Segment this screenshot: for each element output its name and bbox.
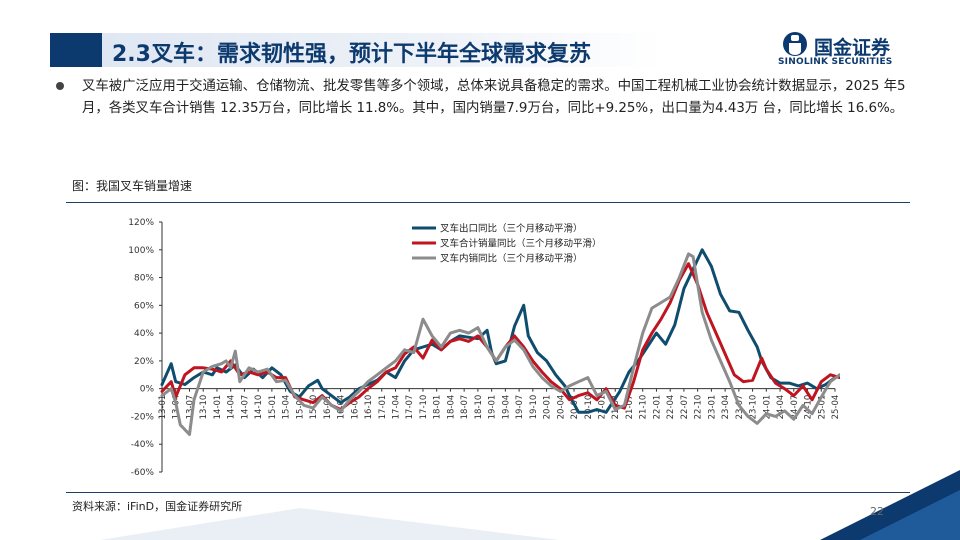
x-tick-label: 15-04 — [282, 395, 292, 420]
x-tick-label: 23-10 — [749, 395, 759, 420]
x-tick-label: 20-01 — [543, 395, 553, 420]
sinolink-logo-icon — [783, 32, 807, 56]
x-tick-label: 15-01 — [268, 395, 278, 420]
x-tick-label: 22-01 — [652, 395, 662, 420]
x-tick-label: 14-04 — [227, 395, 237, 420]
body-paragraph: 叉车被广泛应用于交通运输、仓储物流、批发零售等多个领域，总体来说具备稳定的需求。… — [82, 79, 906, 116]
x-tick-label: 21-07 — [625, 395, 635, 420]
x-tick-label: 22-10 — [694, 395, 704, 420]
y-tick-label: 120% — [128, 218, 154, 228]
logo-text-cn: 国金证券 — [814, 37, 891, 59]
x-tick-label: 16-01 — [323, 395, 333, 420]
page-number: 22 — [870, 505, 884, 518]
legend-label-3: 叉车内销同比（三个月移动平滑） — [440, 253, 583, 265]
y-tick-label: -60% — [131, 468, 155, 478]
x-tick-label: 16-10 — [364, 395, 374, 420]
sales-growth-line-chart: -60% -40% -20% 0% 20% 40% 60% 80% 100% 120% 13-01 1… — [128, 218, 840, 478]
x-tick-label: 17-04 — [391, 395, 401, 420]
figure-caption: 图：我国叉车销量增速 — [72, 179, 193, 193]
x-tick-label: 25-01 — [817, 395, 827, 420]
legend-label-2: 叉车合计销量同比（三个月移动平滑） — [440, 238, 602, 250]
x-tick-label: 25-04 — [831, 395, 840, 420]
x-tick-label: 24-01 — [762, 395, 772, 420]
x-tick-label: 22-04 — [666, 395, 676, 420]
y-tick-label: 100% — [128, 246, 154, 256]
x-tick-label: 17-07 — [405, 395, 415, 420]
company-logo: 国金证券 SINOLINK SECURITIES — [778, 31, 948, 71]
x-tick-label: 24-04 — [776, 395, 786, 420]
x-tick-label: 19-07 — [515, 395, 525, 420]
chart-axes: -60% -40% -20% 0% 20% 40% 60% 80% 100% 120% 13-01 1… — [128, 218, 840, 478]
chart-series — [160, 248, 840, 436]
x-tick-label: 21-01 — [598, 395, 608, 420]
x-tick-label: 19-01 — [488, 395, 498, 420]
title-band — [102, 33, 662, 67]
title-accent-block — [50, 33, 102, 67]
x-tick-label: 19-10 — [529, 395, 539, 420]
x-tick-label: 18-07 — [460, 395, 470, 420]
chart-legend: 叉车出口同比（三个月移动平滑） 叉车合计销量同比（三个月移动平滑） 叉车内销同比（三… — [412, 223, 602, 265]
y-tick-label: -40% — [131, 440, 155, 450]
y-tick-label: 40% — [134, 329, 154, 339]
y-tick-label: 60% — [134, 301, 154, 311]
series-line-2 — [160, 262, 840, 411]
logo-text-en: SINOLINK SECURITIES — [778, 57, 893, 67]
y-tick-label: 80% — [134, 274, 154, 284]
y-tick-label: -20% — [131, 412, 155, 422]
x-tick-label: 13-10 — [199, 395, 209, 420]
x-tick-label: 16-07 — [350, 395, 360, 420]
bullet-icon — [56, 82, 64, 90]
x-tick-label: 23-01 — [707, 395, 717, 420]
page-title: 2.3叉车：需求韧性强，预计下半年全球需求复苏 — [112, 42, 591, 67]
y-tick-label: 0% — [140, 385, 155, 395]
x-tick-label: 23-04 — [721, 395, 731, 420]
x-tick-label: 18-01 — [433, 395, 443, 420]
x-tick-label: 15-07 — [295, 395, 305, 420]
x-tick-label: 19-04 — [501, 395, 511, 420]
series-line-1 — [160, 248, 840, 414]
legend-label-1: 叉车出口同比（三个月移动平滑） — [440, 223, 583, 235]
x-tick-label: 17-01 — [378, 395, 388, 420]
x-tick-label: 21-10 — [639, 395, 649, 420]
figure-bottom-rule — [66, 492, 910, 493]
x-tick-label: 13-07 — [185, 395, 195, 420]
x-tick-label: 14-01 — [213, 395, 223, 420]
x-tick-label: 22-07 — [680, 395, 690, 420]
source-note: 资料来源：iFinD，国金证券研究所 — [72, 500, 243, 513]
x-tick-label: 24-10 — [804, 395, 814, 420]
x-tick-label: 17-10 — [419, 395, 429, 420]
figure-top-rule — [66, 202, 910, 203]
y-tick-label: 20% — [134, 357, 154, 367]
x-tick-label: 14-07 — [240, 395, 250, 420]
x-tick-label: 13-01 — [158, 395, 168, 420]
x-tick-label: 20-04 — [556, 395, 566, 420]
x-tick-label: 20-10 — [584, 395, 594, 420]
series-line-3 — [160, 252, 840, 436]
x-tick-label: 18-04 — [446, 395, 456, 420]
x-tick-label: 24-07 — [790, 395, 800, 420]
x-tick-label: 18-10 — [474, 395, 484, 420]
x-tick-label: 14-10 — [254, 395, 264, 420]
